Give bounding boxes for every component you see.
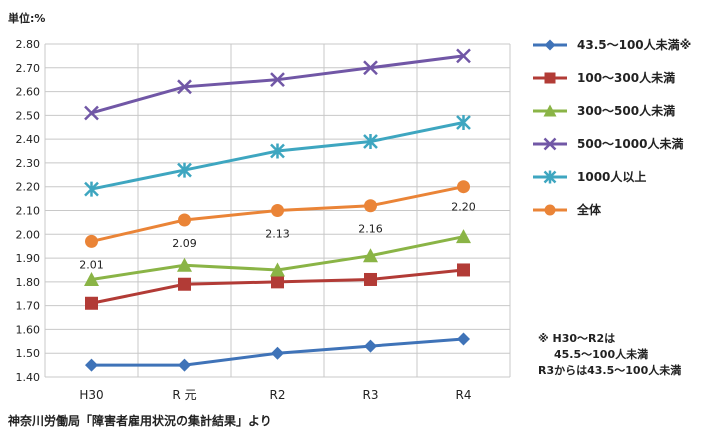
x-tick-label: R2 bbox=[270, 388, 286, 402]
footnote-line1: H30〜R2は bbox=[552, 332, 616, 345]
y-tick-label: 2.10 bbox=[16, 205, 41, 218]
footnote-line3: R3からは43.5〜100人未満 bbox=[538, 364, 682, 377]
data-point bbox=[84, 181, 99, 197]
legend-marker bbox=[543, 137, 557, 151]
data-label: 2.16 bbox=[358, 223, 383, 236]
data-point bbox=[270, 262, 285, 277]
data-point bbox=[178, 277, 191, 291]
legend-label: 100〜300人未満 bbox=[577, 70, 675, 85]
data-point bbox=[270, 143, 285, 159]
legend-label: 300〜500人未満 bbox=[577, 103, 675, 118]
data-label: 2.09 bbox=[172, 237, 197, 250]
legend-marker bbox=[544, 72, 556, 84]
y-tick-label: 2.00 bbox=[16, 228, 41, 241]
y-tick-label: 1.40 bbox=[16, 371, 41, 384]
data-point bbox=[456, 114, 471, 130]
footnote-line2: 45.5〜100人未満 bbox=[554, 348, 649, 361]
y-tick-label: 1.60 bbox=[16, 323, 41, 336]
y-tick-label: 2.30 bbox=[16, 157, 41, 170]
data-point bbox=[457, 180, 470, 194]
legend-marker bbox=[543, 170, 557, 184]
x-tick-label: R4 bbox=[456, 388, 472, 402]
data-point bbox=[456, 229, 471, 244]
x-tick-label: R3 bbox=[363, 388, 379, 402]
y-tick-label: 2.20 bbox=[16, 181, 41, 194]
data-point bbox=[270, 72, 285, 88]
data-label: 2.01 bbox=[79, 258, 104, 271]
data-point bbox=[364, 339, 377, 353]
data-point bbox=[364, 272, 377, 286]
data-point bbox=[271, 275, 284, 289]
legend-marker bbox=[543, 104, 557, 117]
data-point bbox=[85, 358, 98, 372]
data-point bbox=[84, 105, 99, 121]
legend-label: 500〜1000人未満 bbox=[577, 136, 683, 151]
data-point bbox=[457, 332, 470, 346]
unit-label: 単位:% bbox=[8, 12, 46, 25]
data-point bbox=[363, 248, 378, 263]
series-line bbox=[91, 54, 464, 115]
data-label: 2.20 bbox=[451, 201, 476, 214]
legend-label: 1000人以上 bbox=[577, 169, 646, 184]
y-tick-label: 1.80 bbox=[16, 276, 41, 289]
data-point bbox=[178, 213, 191, 227]
y-tick-label: 1.90 bbox=[16, 252, 41, 265]
y-tick-label: 2.60 bbox=[16, 86, 41, 99]
y-tick-label: 2.70 bbox=[16, 62, 41, 75]
data-point bbox=[363, 60, 378, 76]
x-tick-label: R 元 bbox=[172, 388, 196, 402]
footnote-mark: ※ bbox=[538, 332, 549, 345]
data-point bbox=[177, 79, 192, 95]
legend-label: 全体 bbox=[576, 202, 602, 217]
source-note: 神奈川労働局「障害者雇用状況の集計結果」より bbox=[8, 414, 272, 428]
x-tick-label: H30 bbox=[79, 388, 103, 402]
legend-label: 43.5〜100人未満※ bbox=[577, 37, 691, 52]
data-point bbox=[177, 257, 192, 272]
footnote: ※ H30〜R2は 45.5〜100人未満 R3からは43.5〜100人未満 bbox=[538, 331, 681, 379]
data-point bbox=[178, 358, 191, 372]
y-tick-label: 1.70 bbox=[16, 300, 41, 313]
y-tick-label: 2.50 bbox=[16, 109, 41, 122]
data-point bbox=[456, 48, 471, 64]
data-point bbox=[363, 134, 378, 150]
data-point bbox=[177, 162, 192, 178]
data-point bbox=[84, 271, 99, 286]
y-tick-label: 2.40 bbox=[16, 133, 41, 146]
data-point bbox=[364, 199, 377, 213]
y-tick-label: 1.50 bbox=[16, 347, 41, 360]
data-point bbox=[457, 263, 470, 277]
data-point bbox=[271, 346, 284, 360]
data-point bbox=[85, 234, 98, 248]
data-label: 2.13 bbox=[265, 228, 290, 241]
data-point bbox=[271, 204, 284, 217]
y-tick-label: 2.80 bbox=[16, 38, 41, 51]
data-point bbox=[85, 296, 98, 310]
legend-marker bbox=[544, 204, 556, 216]
legend-marker bbox=[544, 39, 556, 51]
